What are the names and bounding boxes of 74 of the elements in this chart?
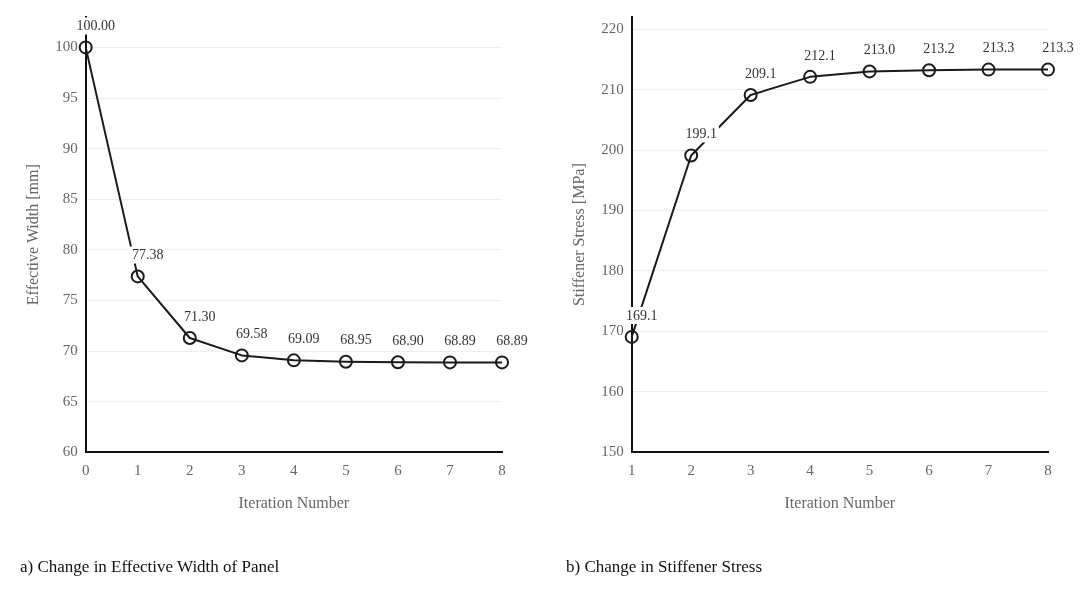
y-tick-label: 70 xyxy=(62,342,78,359)
y-tick-label: 100 xyxy=(55,38,78,55)
point xyxy=(684,148,699,163)
point xyxy=(803,69,818,84)
y-axis-title: Stiffener Stress [MPa] xyxy=(569,163,587,307)
text: 169.1 xyxy=(625,307,658,323)
y-tick-label: 85 xyxy=(62,190,78,207)
y-tick-label: 75 xyxy=(62,291,78,308)
y-tick-label: 210 xyxy=(601,80,624,97)
y-tick-label: 90 xyxy=(62,139,78,156)
x-tick-label: 8 xyxy=(1044,462,1052,479)
y-tick-label: 200 xyxy=(601,140,624,157)
y-tick-label: 60 xyxy=(62,443,78,460)
y-tick-label: 180 xyxy=(601,261,624,278)
x-tick-label: 5 xyxy=(342,462,350,479)
x-tick-label: 6 xyxy=(394,462,403,479)
point xyxy=(130,269,145,284)
point xyxy=(624,329,639,344)
y-axis-title: Effective Width [mm] xyxy=(23,164,41,306)
text: 69.09 xyxy=(288,331,320,347)
y-tick-label: 150 xyxy=(601,443,624,460)
x-tick-label: 4 xyxy=(806,462,815,479)
x-axis-title: Iteration Number xyxy=(238,494,350,512)
point xyxy=(390,355,405,370)
point xyxy=(338,354,353,369)
text: 212.1 xyxy=(804,47,836,63)
y-tick-label: 80 xyxy=(62,240,78,257)
y-tick-label: 160 xyxy=(601,382,624,399)
x-tick-label: 5 xyxy=(865,462,874,479)
text: 213.3 xyxy=(1042,40,1074,56)
x-tick-label: 7 xyxy=(984,462,993,479)
x-tick-label: 3 xyxy=(746,462,755,479)
point xyxy=(743,88,758,103)
text: 213.3 xyxy=(982,40,1015,56)
x-tick-label: 3 xyxy=(238,462,246,479)
point xyxy=(495,355,509,370)
text: 213.2 xyxy=(923,40,955,56)
x-tick-label: 4 xyxy=(290,462,299,479)
point xyxy=(442,355,457,370)
point xyxy=(286,353,301,368)
text: 100.00 xyxy=(76,18,115,34)
text: 199.1 xyxy=(685,126,717,142)
text: 68.89 xyxy=(444,333,476,349)
y-tick-label: 190 xyxy=(601,201,624,218)
point xyxy=(922,63,937,78)
text: 68.90 xyxy=(392,332,424,348)
x-tick-label: 1 xyxy=(133,462,142,479)
point xyxy=(862,64,877,79)
y-tick-label: 65 xyxy=(62,392,78,409)
text: 77.38 xyxy=(131,247,164,263)
text: 69.58 xyxy=(236,326,268,342)
text: 209.1 xyxy=(744,65,777,81)
point xyxy=(182,330,197,345)
y-tick-label: 220 xyxy=(601,20,624,37)
point xyxy=(234,348,249,363)
text: a) Change in Effective Width of Panel xyxy=(20,557,280,577)
text: 68.89 xyxy=(496,333,528,349)
text: b) Change in Stiffener Stress xyxy=(566,557,763,577)
point xyxy=(78,40,93,55)
x-axis-title: Iteration Number xyxy=(784,494,896,512)
x-tick-label: 2 xyxy=(186,462,194,479)
x-tick-label: 0 xyxy=(81,462,90,479)
text: 71.30 xyxy=(184,308,216,324)
y-tick-label: 170 xyxy=(601,322,624,339)
text: 213.0 xyxy=(863,42,896,58)
x-tick-label: 2 xyxy=(687,462,695,479)
text: 68.95 xyxy=(340,332,372,348)
y-tick-label: 95 xyxy=(62,88,78,105)
point xyxy=(981,62,996,77)
x-tick-label: 6 xyxy=(925,462,934,479)
x-tick-label: 7 xyxy=(446,462,455,479)
point xyxy=(1041,62,1055,77)
x-tick-label: 8 xyxy=(498,462,506,479)
x-tick-label: 1 xyxy=(627,462,636,479)
